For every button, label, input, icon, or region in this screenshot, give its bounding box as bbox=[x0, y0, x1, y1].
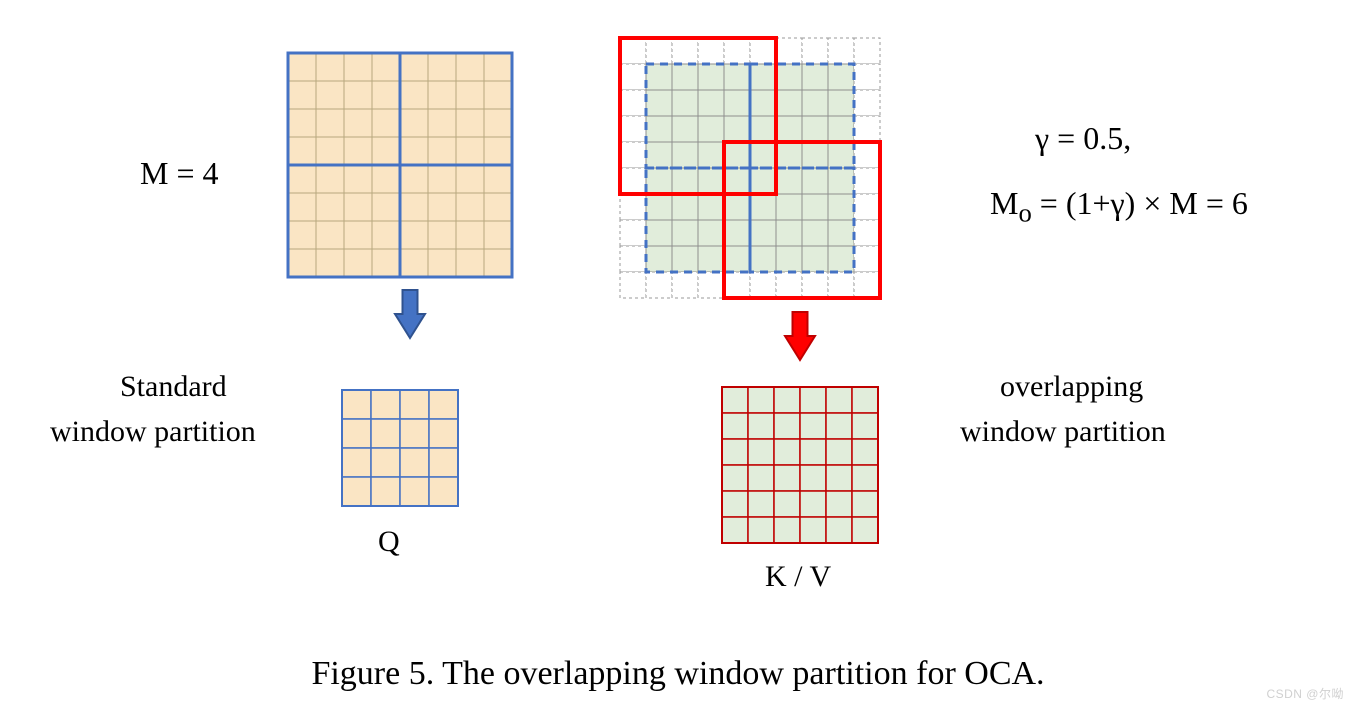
label-standard-2: window partition bbox=[50, 415, 256, 449]
label-mo: Mo = (1+γ) × M = 6 bbox=[990, 185, 1248, 228]
watermark: CSDN @尔呦 bbox=[1266, 685, 1344, 702]
figure-caption: Figure 5. The overlapping window partiti… bbox=[311, 655, 1044, 693]
right-arrow-icon bbox=[781, 308, 819, 364]
right-small-grid bbox=[720, 385, 880, 545]
label-gamma: γ = 0.5, bbox=[1035, 120, 1131, 157]
left-arrow-icon bbox=[391, 286, 429, 342]
label-q: Q bbox=[378, 525, 400, 559]
label-standard-1: Standard bbox=[120, 370, 227, 404]
label-overlap-1: overlapping bbox=[1000, 370, 1143, 404]
left-small-grid bbox=[340, 388, 460, 508]
label-overlap-2: window partition bbox=[960, 415, 1166, 449]
left-main-grid bbox=[285, 50, 515, 280]
label-m: M = 4 bbox=[140, 155, 219, 192]
label-kv: K / V bbox=[765, 560, 831, 594]
right-main-grid bbox=[614, 32, 886, 304]
